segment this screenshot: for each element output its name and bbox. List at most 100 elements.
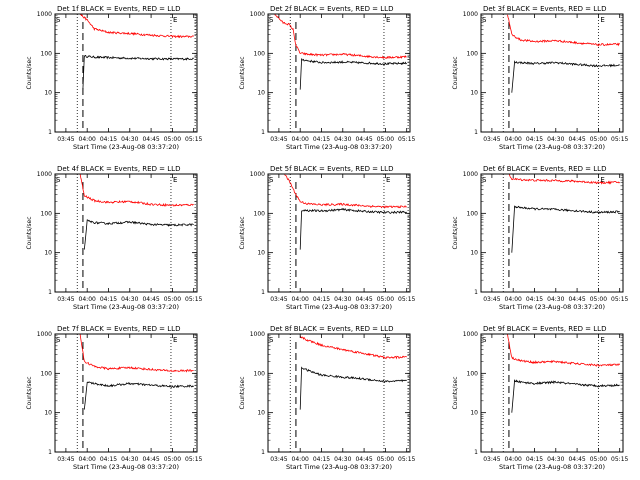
y-tick-label: 1 [474,449,478,456]
x-tick-label: 04:15 [100,136,117,143]
x-tick-label: 04:30 [334,136,351,143]
panel-title: Det 9f BLACK = Events, RED = LLD [483,325,606,333]
y-axis-label: Counts/sec [452,376,459,409]
panel-5: Det 5f BLACK = Events, RED = LLD S E 1 10 100… [239,165,416,311]
x-tick-label: 03:45 [57,296,74,303]
series-lld-line [508,174,620,185]
panel-6: Det 6f BLACK = Events, RED = LLD S E 1 10 100… [452,165,629,311]
y-axis-label: Counts/sec [239,56,246,89]
x-axis-label: Start Time (23-Aug-08 03:37:20) [286,143,392,151]
y-tick-label: 1 [48,449,52,456]
plot-frame [480,13,624,133]
plot-frame [267,13,411,133]
panel-title: Det 5f BLACK = Events, RED = LLD [270,165,393,173]
series-events-line [82,54,194,90]
x-tick-label: 04:15 [100,296,117,303]
x-tick-label: 04:45 [355,456,372,463]
end-marker: E [386,16,390,24]
plot-area [76,334,196,452]
x-tick-label: 04:45 [142,456,159,463]
y-tick-label: 10 [44,90,52,97]
x-tick-label: 04:30 [334,296,351,303]
x-tick-label: 03:45 [483,296,500,303]
plot-frame [267,333,411,453]
plot-area [502,174,620,292]
x-tick-label: 04:00 [505,456,522,463]
x-tick-label: 05:00 [590,136,607,143]
series-lld-line [507,334,621,367]
series-events-line [83,219,194,250]
plot-frame [54,13,198,133]
plot-frame [54,333,198,453]
x-tick-label: 05:15 [185,136,202,143]
series-events-line [299,366,407,410]
end-marker: E [173,176,177,184]
y-tick-label: 100 [254,50,266,57]
x-tick-label: 05:15 [398,136,415,143]
x-tick-label: 04:30 [547,296,564,303]
y-tick-label: 1000 [37,11,52,18]
x-tick-label: 05:15 [611,456,628,463]
x-tick-label: 04:15 [313,136,330,143]
x-axis-label: Start Time (23-Aug-08 03:37:20) [499,463,605,471]
x-tick-label: 05:00 [377,296,394,303]
panel-4: Det 4f BLACK = Events, RED = LLD S E 1 10 100… [26,165,203,311]
end-marker: E [600,16,604,24]
y-tick-label: 1000 [37,331,52,338]
x-tick-label: 05:00 [164,136,181,143]
end-marker: E [600,176,604,184]
panel-9: Det 9f BLACK = Events, RED = LLD S E 1 10 100… [452,325,629,471]
series-lld-line [79,174,194,207]
y-axis-label: Counts/sec [239,216,246,249]
panel-title: Det 2f BLACK = Events, RED = LLD [270,5,393,13]
x-tick-label: 05:00 [377,136,394,143]
x-tick-label: 05:00 [377,456,394,463]
end-marker: E [386,176,390,184]
panel-title: Det 7f BLACK = Events, RED = LLD [57,325,180,333]
x-tick-label: 05:15 [185,296,202,303]
end-marker: E [600,336,604,344]
x-axis-label: Start Time (23-Aug-08 03:37:20) [73,303,179,311]
x-tick-label: 04:00 [292,136,309,143]
y-tick-label: 100 [254,370,266,377]
panel-1: Det 1f BLACK = Events, RED = LLD S E 1 10 100… [26,5,203,151]
x-tick-label: 04:15 [526,136,543,143]
series-lld-line [284,174,407,209]
y-tick-label: 1 [261,289,265,296]
y-axis-label: Counts/sec [239,376,246,409]
x-tick-label: 05:00 [590,456,607,463]
x-axis-label: Start Time (23-Aug-08 03:37:20) [499,143,605,151]
y-tick-label: 1000 [463,331,478,338]
y-tick-label: 1 [261,449,265,456]
x-tick-label: 04:00 [505,296,522,303]
x-tick-label: 04:45 [142,136,159,143]
end-marker: E [386,336,390,344]
x-tick-label: 03:45 [270,296,287,303]
series-lld-line [299,335,407,360]
y-tick-label: 100 [41,370,53,377]
y-tick-label: 100 [41,210,53,217]
plot-area [284,174,409,292]
plot-area [76,14,196,132]
series-events-line [299,207,407,250]
x-tick-label: 04:15 [526,296,543,303]
x-tick-label: 04:30 [547,136,564,143]
start-marker: S [269,176,274,184]
plot-frame [480,173,624,293]
series-events-line [511,60,620,93]
y-tick-label: 10 [470,410,478,417]
x-tick-label: 04:45 [568,296,585,303]
x-tick-label: 03:45 [483,136,500,143]
x-tick-label: 04:45 [568,136,585,143]
series-lld-line [274,14,407,60]
x-tick-label: 05:15 [611,136,628,143]
start-marker: S [482,336,487,344]
plot-area [289,334,409,452]
y-tick-label: 1 [474,129,478,136]
series-lld-line [507,14,621,47]
start-marker: S [56,176,61,184]
x-tick-label: 04:15 [100,456,117,463]
y-tick-label: 1 [261,129,265,136]
start-marker: S [482,16,487,24]
panel-title: Det 8f BLACK = Events, RED = LLD [270,325,393,333]
